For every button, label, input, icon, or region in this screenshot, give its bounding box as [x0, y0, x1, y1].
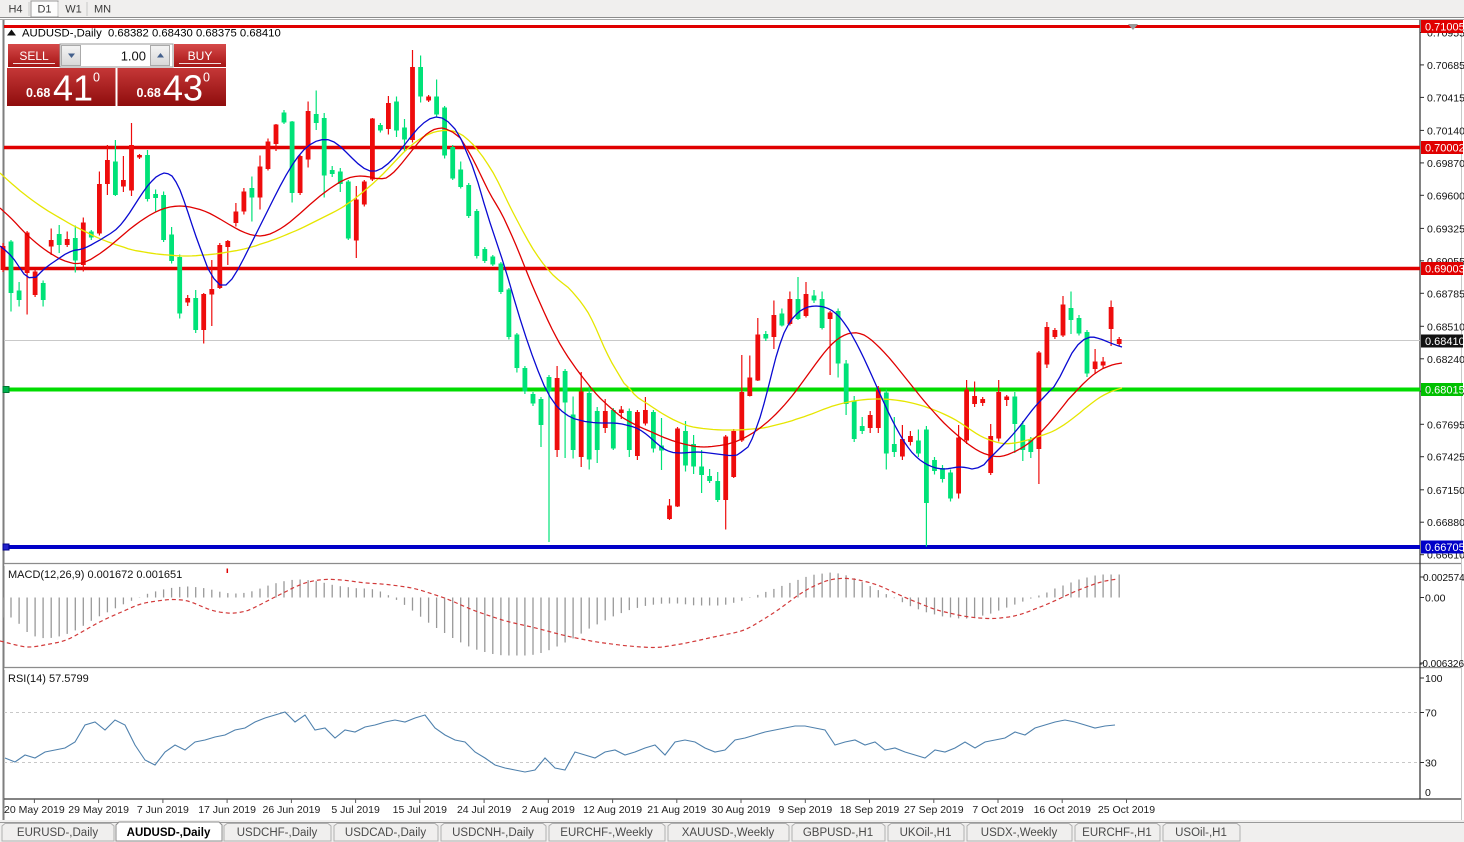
svg-text:MN: MN	[94, 4, 111, 16]
svg-text:15 Jul 2019: 15 Jul 2019	[393, 804, 447, 816]
svg-text:0.68410: 0.68410	[1425, 336, 1464, 348]
svg-text:21 Aug 2019: 21 Aug 2019	[647, 804, 706, 816]
svg-text:0.69325: 0.69325	[1427, 223, 1464, 235]
svg-text:RSI(14) 57.5799: RSI(14) 57.5799	[8, 673, 89, 685]
svg-text:USDCAD-,Daily: USDCAD-,Daily	[345, 827, 426, 839]
svg-text:0.68240: 0.68240	[1427, 354, 1464, 366]
svg-text:0.70140: 0.70140	[1427, 125, 1464, 137]
svg-text:0.67425: 0.67425	[1427, 452, 1464, 464]
svg-text:0: 0	[203, 71, 210, 85]
svg-text:0.68510: 0.68510	[1427, 321, 1464, 333]
svg-text:5 Jul 2019: 5 Jul 2019	[331, 804, 380, 816]
svg-text:UKOil-,H1: UKOil-,H1	[900, 827, 952, 839]
svg-text:SELL: SELL	[19, 49, 49, 63]
svg-text:0.70415: 0.70415	[1427, 92, 1464, 104]
svg-text:0.66880: 0.66880	[1427, 517, 1464, 529]
svg-text:20 May 2019: 20 May 2019	[4, 804, 65, 816]
svg-text:0.71005: 0.71005	[1425, 22, 1464, 34]
svg-text:USOil-,H1: USOil-,H1	[1175, 827, 1227, 839]
svg-text:0.70002: 0.70002	[1425, 143, 1464, 155]
svg-text:XAUUSD-,Weekly: XAUUSD-,Weekly	[682, 827, 775, 839]
svg-text:EURCHF-,H1: EURCHF-,H1	[1082, 827, 1152, 839]
svg-text:0.69870: 0.69870	[1427, 158, 1464, 170]
svg-text:24 Jul 2019: 24 Jul 2019	[457, 804, 511, 816]
svg-text:USDCNH-,Daily: USDCNH-,Daily	[452, 827, 534, 839]
svg-text:EURUSD-,Daily: EURUSD-,Daily	[17, 827, 98, 839]
svg-text:0.67695: 0.67695	[1427, 419, 1464, 431]
svg-text:USDCHF-,Daily: USDCHF-,Daily	[237, 827, 318, 839]
svg-text:0.68015: 0.68015	[1425, 385, 1464, 397]
svg-text:43: 43	[163, 68, 203, 109]
svg-text:0.66705: 0.66705	[1425, 542, 1464, 554]
svg-text:17 Jun 2019: 17 Jun 2019	[198, 804, 256, 816]
svg-text:H4: H4	[8, 4, 22, 16]
svg-text:EURCHF-,Weekly: EURCHF-,Weekly	[560, 827, 653, 839]
svg-text:2 Aug 2019: 2 Aug 2019	[522, 804, 575, 816]
svg-text:70: 70	[1425, 708, 1437, 720]
svg-text:GBPUSD-,H1: GBPUSD-,H1	[803, 827, 873, 839]
svg-text:W1: W1	[65, 4, 82, 16]
svg-text:-0.006326: -0.006326	[1419, 659, 1464, 670]
svg-text:0.68: 0.68	[137, 86, 161, 100]
svg-text:7 Oct 2019: 7 Oct 2019	[972, 804, 1024, 816]
svg-text:0.69003: 0.69003	[1425, 264, 1464, 276]
svg-text:USDX-,Weekly: USDX-,Weekly	[981, 827, 1058, 839]
svg-text:41: 41	[53, 68, 93, 109]
svg-text:29 May 2019: 29 May 2019	[68, 804, 129, 816]
svg-text:AUDUSD-,Daily 0.68382 0.68430: AUDUSD-,Daily 0.68382 0.68430 0.68375 0.…	[22, 28, 281, 40]
svg-text:7 Jun 2019: 7 Jun 2019	[137, 804, 189, 816]
svg-text:0.68: 0.68	[26, 86, 50, 100]
svg-text:18 Sep 2019: 18 Sep 2019	[840, 804, 900, 816]
svg-text:25 Oct 2019: 25 Oct 2019	[1098, 804, 1155, 816]
svg-text:0: 0	[1425, 787, 1431, 799]
svg-text:0.70685: 0.70685	[1427, 60, 1464, 72]
svg-text:D1: D1	[37, 4, 51, 16]
svg-text:0.68785: 0.68785	[1427, 288, 1464, 300]
svg-text:9 Sep 2019: 9 Sep 2019	[778, 804, 832, 816]
svg-text:MACD(12,26,9) 0.001672 0.00165: MACD(12,26,9) 0.001672 0.001651	[8, 569, 182, 581]
svg-text:BUY: BUY	[188, 49, 213, 63]
svg-text:26 Jun 2019: 26 Jun 2019	[262, 804, 320, 816]
svg-text:30: 30	[1425, 758, 1437, 770]
svg-text:12 Aug 2019: 12 Aug 2019	[583, 804, 642, 816]
svg-text:0.00: 0.00	[1425, 593, 1446, 605]
svg-text:0.002574: 0.002574	[1423, 573, 1464, 584]
svg-text:0: 0	[93, 71, 100, 85]
svg-text:30 Aug 2019: 30 Aug 2019	[712, 804, 771, 816]
svg-text:0.67150: 0.67150	[1427, 485, 1464, 497]
svg-text:1.00: 1.00	[121, 49, 146, 64]
svg-text:AUDUSD-,Daily: AUDUSD-,Daily	[127, 827, 211, 839]
svg-text:100: 100	[1425, 673, 1443, 685]
svg-text:0.69600: 0.69600	[1427, 190, 1464, 202]
svg-text:16 Oct 2019: 16 Oct 2019	[1034, 804, 1091, 816]
svg-text:27 Sep 2019: 27 Sep 2019	[904, 804, 964, 816]
